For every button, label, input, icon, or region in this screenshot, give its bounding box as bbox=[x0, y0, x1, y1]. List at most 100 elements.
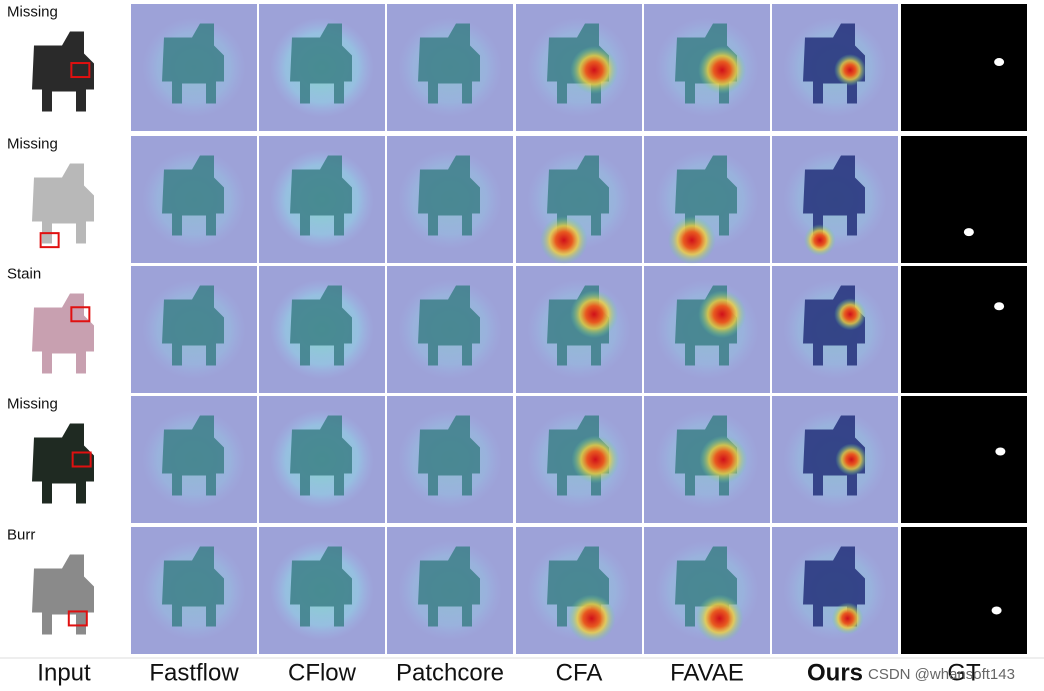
row-label: Burr bbox=[7, 526, 35, 543]
anomaly-box bbox=[70, 306, 91, 323]
object bbox=[418, 285, 480, 366]
cell bbox=[131, 136, 257, 263]
row-label: Missing bbox=[7, 135, 58, 152]
column-label: CFlow bbox=[288, 659, 357, 686]
anomaly-box bbox=[71, 451, 92, 468]
cell bbox=[901, 4, 1027, 131]
cell bbox=[644, 136, 770, 265]
cell bbox=[259, 136, 385, 263]
column-label: Fastflow bbox=[149, 659, 239, 686]
object bbox=[418, 155, 480, 236]
heat-spot bbox=[834, 54, 867, 87]
object bbox=[32, 293, 94, 374]
column-label: CFA bbox=[556, 659, 603, 686]
object bbox=[418, 546, 480, 627]
gt-mask bbox=[991, 606, 1002, 615]
cell bbox=[772, 396, 898, 523]
object bbox=[547, 155, 609, 236]
heat-spot bbox=[570, 290, 619, 339]
cell bbox=[772, 266, 898, 393]
column-label: FAVAE bbox=[670, 659, 744, 686]
column-label: Patchcore bbox=[396, 659, 504, 686]
object bbox=[418, 415, 480, 496]
cell bbox=[131, 4, 257, 131]
cell bbox=[901, 266, 1027, 393]
heat-spot bbox=[831, 602, 864, 635]
cell bbox=[772, 527, 898, 654]
anomaly-box bbox=[39, 232, 60, 249]
gt-background bbox=[901, 527, 1027, 654]
object bbox=[32, 554, 94, 635]
cell bbox=[131, 527, 257, 654]
object bbox=[675, 155, 737, 236]
gt-mask bbox=[963, 228, 974, 237]
cell: Missing bbox=[0, 135, 128, 263]
cell bbox=[516, 136, 642, 265]
heat-spot bbox=[803, 224, 836, 257]
object bbox=[290, 415, 352, 496]
row-label: Missing bbox=[7, 3, 58, 20]
cell bbox=[901, 136, 1027, 263]
heat-spot bbox=[570, 46, 619, 95]
object bbox=[162, 546, 224, 627]
heat-spot bbox=[539, 216, 588, 265]
cell bbox=[387, 266, 513, 393]
heat-spot bbox=[834, 298, 867, 331]
cell bbox=[259, 527, 385, 654]
object bbox=[290, 23, 352, 104]
gt-background bbox=[901, 396, 1027, 523]
object bbox=[32, 31, 94, 112]
cell bbox=[387, 136, 513, 263]
cell: Burr bbox=[0, 526, 128, 654]
object bbox=[290, 155, 352, 236]
cell bbox=[516, 396, 642, 523]
heat-spot bbox=[667, 216, 716, 265]
cell bbox=[516, 527, 642, 654]
cell bbox=[259, 4, 385, 131]
column-label: Ours bbox=[807, 659, 863, 686]
heat-spot bbox=[698, 290, 747, 339]
gt-background bbox=[901, 266, 1027, 393]
cell bbox=[387, 4, 513, 131]
object bbox=[32, 423, 94, 504]
object bbox=[803, 415, 865, 496]
object bbox=[32, 163, 94, 244]
cell bbox=[516, 266, 642, 393]
cell bbox=[259, 266, 385, 393]
gt-mask bbox=[995, 447, 1006, 456]
cell bbox=[901, 396, 1027, 523]
cell bbox=[644, 4, 770, 131]
cell bbox=[259, 396, 385, 523]
heat-spot bbox=[695, 594, 744, 643]
gt-mask bbox=[994, 302, 1005, 311]
row-label: Stain bbox=[7, 265, 41, 282]
gt-background bbox=[901, 4, 1027, 131]
cell bbox=[131, 266, 257, 393]
cell bbox=[901, 527, 1027, 654]
cell bbox=[516, 4, 642, 131]
cell: Stain bbox=[0, 265, 128, 393]
cell bbox=[644, 266, 770, 393]
object bbox=[162, 285, 224, 366]
column-label: Input bbox=[37, 659, 91, 686]
row-label: Missing bbox=[7, 395, 58, 412]
gt-background bbox=[901, 136, 1027, 263]
heat-spot bbox=[835, 443, 868, 476]
cell bbox=[644, 527, 770, 654]
object bbox=[162, 23, 224, 104]
object bbox=[290, 546, 352, 627]
anomaly-box bbox=[67, 610, 88, 627]
watermark: CSDN @whansoft143 bbox=[868, 666, 1015, 683]
object bbox=[418, 23, 480, 104]
cell bbox=[387, 527, 513, 654]
cell: Missing bbox=[0, 395, 128, 523]
column-label: GT bbox=[947, 659, 981, 686]
object bbox=[162, 155, 224, 236]
cell: Missing bbox=[0, 3, 128, 131]
object bbox=[162, 415, 224, 496]
object bbox=[290, 285, 352, 366]
cell bbox=[772, 4, 898, 131]
heat-spot bbox=[571, 435, 620, 484]
object bbox=[803, 155, 865, 236]
